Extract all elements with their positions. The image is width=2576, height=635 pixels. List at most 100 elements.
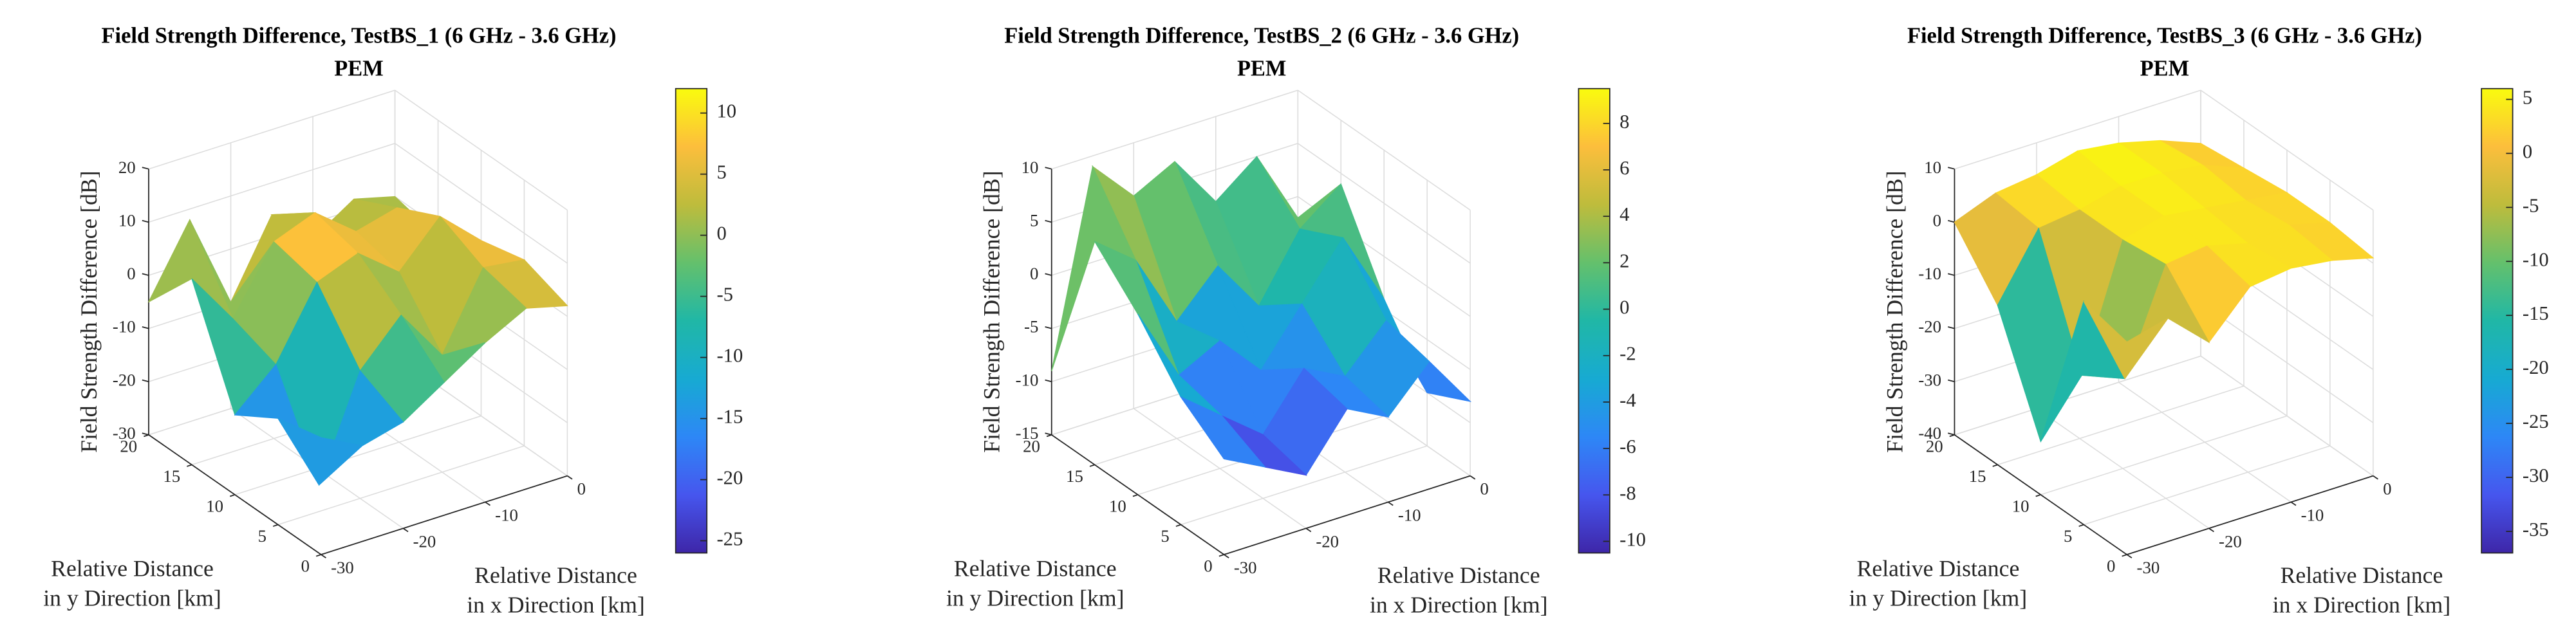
z-tick-label: -20	[113, 370, 136, 389]
z-axis-label: Field Strength Difference [dB]	[979, 170, 1005, 452]
colorbar-tick-label: -25	[716, 528, 743, 550]
x-tick	[1470, 475, 1476, 480]
y-tick-label: 20	[120, 436, 137, 456]
x-tick-label: -10	[1398, 506, 1421, 525]
y-tick-label: 0	[2107, 557, 2115, 576]
x-axis-label: in x Direction [km]	[1370, 592, 1548, 618]
z-tick	[142, 326, 149, 329]
grid-line	[1181, 445, 1428, 526]
x-tick	[485, 501, 491, 506]
colorbar-tick-label: 5	[2523, 87, 2532, 109]
y-axis-label: Relative Distance	[954, 556, 1117, 582]
y-tick-label: 20	[1023, 436, 1040, 456]
y-tick-label: 0	[1204, 557, 1212, 576]
z-tick-label: 0	[1030, 264, 1038, 283]
grid-line	[2084, 445, 2331, 526]
z-tick-label: 0	[127, 264, 135, 283]
chart-subtitle: PEM	[334, 57, 383, 81]
colorbar-tick-label: 10	[716, 100, 736, 122]
z-tick	[1045, 432, 1052, 436]
z-tick-label: 10	[118, 210, 136, 230]
colorbar-tick-label: 8	[1619, 111, 1629, 133]
x-tick-label: -10	[2301, 506, 2324, 525]
z-tick	[142, 432, 149, 436]
colorbar-tick-label: -15	[2523, 302, 2549, 324]
y-tick	[187, 464, 192, 467]
x-axis-label: Relative Distance	[474, 562, 637, 588]
y-axis-label: Relative Distance	[1857, 556, 2020, 582]
grid-line	[395, 143, 568, 264]
chart-title: Field Strength Difference, TestBS_1 (6 G…	[102, 24, 617, 48]
y-axis-label: in y Direction [km]	[946, 585, 1125, 611]
x-tick-label: -30	[331, 558, 354, 577]
z-tick	[1948, 273, 1955, 276]
y-tick-label: 5	[2064, 526, 2072, 546]
colorbar-tick-label: -5	[716, 284, 733, 306]
z-axis-label: Field Strength Difference [dB]	[1881, 170, 1907, 452]
z-tick-label: -30	[113, 423, 136, 443]
chart-title: Field Strength Difference, TestBS_2 (6 G…	[1004, 24, 1519, 48]
grid-line	[1051, 89, 1298, 170]
z-tick-label: 5	[1030, 210, 1038, 230]
grid-line	[2200, 89, 2374, 211]
x-tick	[2126, 554, 2133, 558]
x-tick	[2290, 501, 2297, 506]
colorbar-tick-label: 0	[2523, 140, 2532, 162]
z-tick-label: -20	[1918, 317, 1941, 336]
z-tick	[1948, 219, 1955, 223]
colorbar-tick-label: -20	[716, 467, 743, 489]
y-tick	[1992, 464, 1998, 467]
grid-line	[395, 89, 568, 211]
x-tick-label: 0	[1480, 479, 1488, 499]
x-tick-label: -20	[2219, 531, 2242, 551]
colorbar-tick-label: -15	[716, 406, 743, 428]
chart-subtitle: PEM	[2140, 57, 2189, 81]
y-tick-label: 5	[258, 526, 266, 546]
colorbar-tick-label: -25	[2523, 410, 2549, 432]
y-tick-label: 10	[206, 496, 223, 515]
colorbar-tick-label: -35	[2523, 519, 2549, 540]
colorbar-tick-label: -2	[1619, 343, 1636, 365]
z-tick	[1948, 379, 1955, 383]
z-tick	[1948, 432, 1955, 436]
z-tick	[1045, 219, 1052, 223]
z-tick	[142, 167, 149, 170]
grid-line	[1997, 385, 2245, 466]
chart-title: Field Strength Difference, TestBS_3 (6 G…	[1907, 24, 2422, 48]
surface-patch	[2083, 300, 2169, 380]
colorbar-tick-label: -10	[716, 345, 743, 367]
x-axis-label: Relative Distance	[2281, 562, 2443, 588]
x-axis-label: Relative Distance	[1377, 562, 1540, 588]
colorbar-tick-label: 5	[716, 161, 726, 183]
colorbar	[2481, 87, 2514, 554]
y-tick	[315, 554, 322, 557]
x-tick-label: -30	[2137, 558, 2160, 577]
y-tick	[2078, 524, 2084, 527]
y-tick-label: 0	[301, 557, 310, 576]
z-tick-label: -10	[1918, 264, 1941, 283]
x-tick-label: -10	[495, 506, 518, 525]
x-tick	[402, 528, 409, 533]
z-tick-label: -15	[1016, 423, 1039, 443]
y-tick	[272, 524, 279, 527]
surface-patch	[277, 417, 363, 486]
colorbar-tick-label: -6	[1619, 436, 1636, 457]
x-tick	[2373, 475, 2378, 480]
grid-line	[1954, 89, 2201, 170]
z-tick-label: 10	[1924, 158, 1941, 177]
x-axis	[2126, 475, 2374, 555]
z-tick-label: 0	[1933, 210, 1941, 230]
y-tick	[1089, 464, 1095, 467]
grid-line	[2040, 415, 2288, 495]
colorbar-tick-label: -20	[2523, 356, 2549, 378]
z-tick-label: -40	[1918, 423, 1941, 443]
z-tick-label: -30	[1918, 370, 1941, 389]
y-tick	[2122, 554, 2127, 557]
x-tick	[321, 554, 326, 558]
grid-line	[234, 415, 481, 495]
grid-line	[1954, 355, 2201, 436]
colorbar-tick-label: -8	[1619, 482, 1636, 504]
x-tick-label: 0	[577, 479, 586, 499]
y-tick-label: 10	[1109, 496, 1126, 515]
